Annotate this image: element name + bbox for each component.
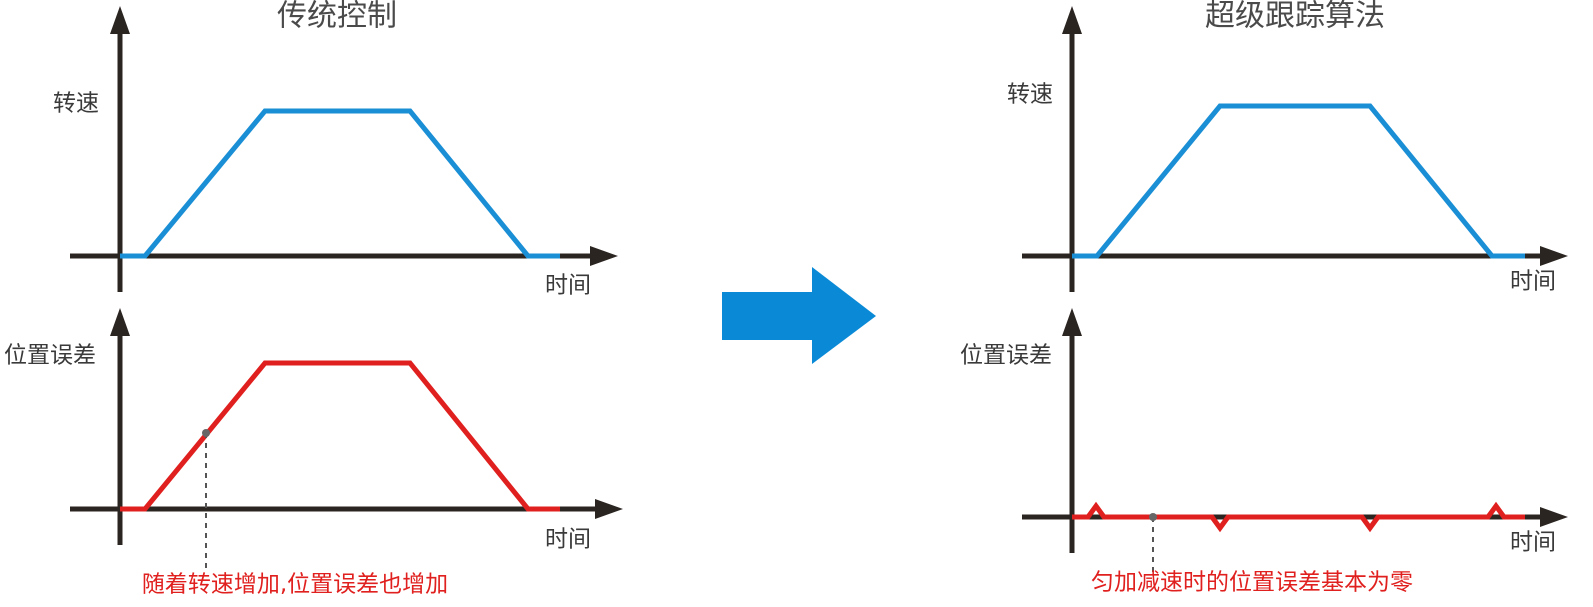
arrowhead xyxy=(1062,6,1082,34)
arrowhead xyxy=(1540,246,1568,266)
axis-label: 转速 xyxy=(53,91,99,117)
arrowhead xyxy=(110,6,130,34)
panel-title: 传统控制 xyxy=(277,0,397,34)
panel-title: 超级跟踪算法 xyxy=(1205,0,1385,34)
axis-label: 时间 xyxy=(1510,269,1556,295)
axis-label: 时间 xyxy=(545,273,591,299)
caption: 随着转速增加,位置误差也增加 xyxy=(142,572,448,598)
axis-label: 时间 xyxy=(1510,530,1556,556)
transition-arrow xyxy=(722,267,876,364)
speed-curve xyxy=(1072,103,1525,259)
right-speed-plot xyxy=(1022,6,1568,292)
arrowhead xyxy=(590,246,618,266)
arrowhead xyxy=(110,308,130,336)
arrowhead xyxy=(1540,507,1568,527)
speed-curve xyxy=(120,108,560,259)
right-error-plot xyxy=(1022,308,1568,572)
arrowhead xyxy=(595,499,623,519)
axis-label: 转速 xyxy=(1007,82,1053,108)
axis-label: 位置误差 xyxy=(4,343,96,369)
marker xyxy=(1149,513,1157,521)
left-speed-plot xyxy=(70,6,618,292)
error-curve xyxy=(120,360,560,512)
left-error-plot xyxy=(70,308,623,572)
caption: 匀加减速时的位置误差基本为零 xyxy=(1091,570,1413,596)
axis-label: 时间 xyxy=(545,527,591,553)
marker xyxy=(202,429,210,437)
arrowhead xyxy=(1062,308,1082,336)
axis-label: 位置误差 xyxy=(960,343,1052,369)
error-curve xyxy=(1072,501,1525,533)
